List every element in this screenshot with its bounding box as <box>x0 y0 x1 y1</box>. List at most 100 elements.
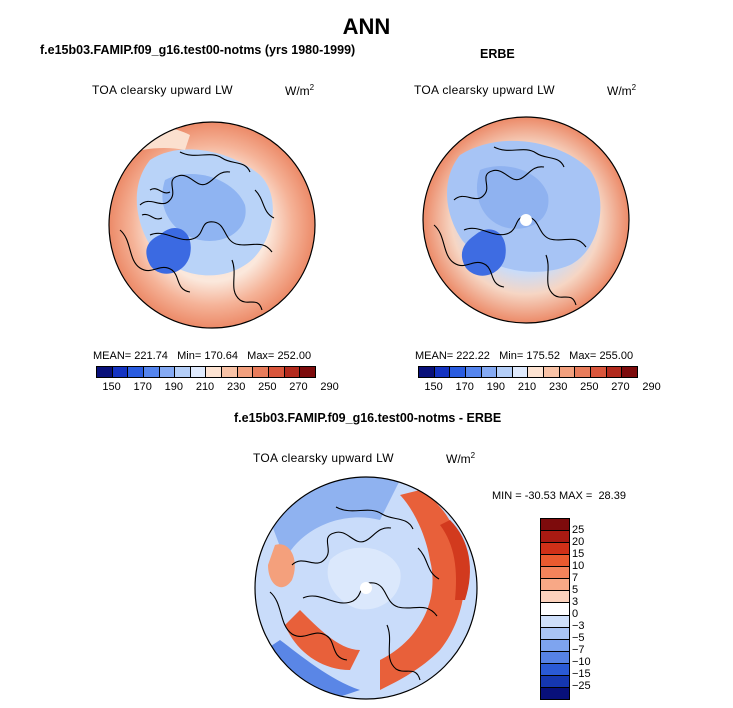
colorbar-tick-label: 20 <box>572 536 585 548</box>
colorbar-swatch <box>541 519 569 532</box>
panel1-colorbar-labels: 150 170 190 210 230 250 270 290 <box>96 381 338 395</box>
colorbar-swatch <box>128 367 144 377</box>
colorbar-tick-label: 10 <box>572 560 585 572</box>
colorbar-tick-label: −7 <box>572 644 585 656</box>
colorbar-swatch <box>419 367 435 377</box>
diff-units-label: W/m2 <box>446 451 476 466</box>
colorbar-swatch <box>559 367 576 377</box>
colorbar-swatch <box>528 367 545 377</box>
colorbar-tick-label: 190 <box>164 381 184 393</box>
diff-colorbar <box>540 518 570 700</box>
colorbar-tick-label: 150 <box>424 381 443 393</box>
colorbar-swatch <box>541 603 569 616</box>
diff-pole-hole <box>360 582 372 594</box>
colorbar-swatch <box>465 367 482 377</box>
panel1-stats: MEAN= 221.74 Min= 170.64 Max= 252.00 <box>93 350 312 362</box>
colorbar-tick-label: 270 <box>611 381 630 393</box>
panel1-map-border <box>108 121 316 329</box>
panel2-pole-hole <box>520 214 532 226</box>
colorbar-swatch <box>450 367 466 377</box>
colorbar-tick-label: 190 <box>486 381 506 393</box>
colorbar-swatch <box>300 367 315 377</box>
colorbar-swatch <box>143 367 160 377</box>
colorbar-swatch <box>159 367 176 377</box>
colorbar-swatch <box>253 367 270 377</box>
colorbar-swatch <box>541 543 569 556</box>
colorbar-swatch <box>541 675 569 688</box>
colorbar-swatch <box>541 639 569 652</box>
colorbar-tick-label: 250 <box>258 381 277 393</box>
panel1-case-title: f.e15b03.FAMIP.f09_g16.test00-notms (yrs… <box>40 43 356 57</box>
colorbar-tick-label: 290 <box>642 381 661 393</box>
colorbar-tick-label: 210 <box>195 381 215 393</box>
colorbar-swatch <box>284 367 301 377</box>
colorbar-tick-label: 5 <box>572 584 579 596</box>
diff-case-title: f.e15b03.FAMIP.f09_g16.test00-notms - ER… <box>234 411 502 425</box>
main-title: ANN <box>342 14 391 39</box>
colorbar-tick-label: 0 <box>572 608 579 620</box>
colorbar-swatch <box>541 651 569 664</box>
colorbar-swatch <box>206 367 223 377</box>
colorbar-tick-label: 15 <box>572 548 585 560</box>
panel2-stats: MEAN= 222.22 Min= 175.52 Max= 255.00 <box>415 350 634 362</box>
colorbar-tick-label: 150 <box>102 381 121 393</box>
panel2-case-title: ERBE <box>480 47 515 61</box>
colorbar-swatch <box>269 367 285 377</box>
panel1-units-label: W/m2 <box>285 83 315 98</box>
colorbar-swatch <box>541 663 569 676</box>
panel2-colorbar-labels: 150 170 190 210 230 250 270 290 <box>418 381 660 395</box>
colorbar-swatch <box>541 627 569 640</box>
colorbar-tick-label: 250 <box>580 381 599 393</box>
colorbar-swatch <box>541 615 569 628</box>
panel1-coastlines <box>119 151 275 311</box>
panel2-units-label: W/m2 <box>607 83 637 98</box>
colorbar-swatch <box>541 687 569 699</box>
diff-coastlines <box>269 506 440 681</box>
colorbar-swatch <box>591 367 607 377</box>
colorbar-tick-label: 170 <box>455 381 474 393</box>
panel1-field-label: TOA clearsky upward LW <box>92 83 233 97</box>
panel2-colorbar <box>418 366 638 378</box>
colorbar-tick-label: 3 <box>572 596 579 608</box>
colorbar-swatch <box>481 367 498 377</box>
colorbar-tick-label: −5 <box>572 632 585 644</box>
colorbar-swatch <box>190 367 207 377</box>
colorbar-swatch <box>512 367 529 377</box>
colorbar-tick-label: 230 <box>548 381 568 393</box>
colorbar-tick-label: 290 <box>320 381 339 393</box>
panel1-field-fill <box>109 122 315 328</box>
colorbar-swatch <box>541 567 569 580</box>
colorbar-swatch <box>222 367 238 377</box>
colorbar-swatch <box>237 367 254 377</box>
panel2-map-border <box>422 116 630 324</box>
colorbar-swatch <box>622 367 637 377</box>
colorbar-swatch <box>497 367 513 377</box>
colorbar-swatch <box>575 367 592 377</box>
colorbar-swatch <box>541 555 569 568</box>
colorbar-swatch <box>97 367 113 377</box>
colorbar-swatch <box>541 531 569 544</box>
diff-colorbar-labels: 25 20 15 10 7 5 3 0 −3 −5 −7 −10 −15 −25 <box>572 518 612 698</box>
colorbar-tick-label: 7 <box>572 572 579 584</box>
colorbar-tick-label: −15 <box>572 668 591 680</box>
colorbar-swatch <box>541 591 569 604</box>
colorbar-tick-label: −25 <box>572 680 591 692</box>
panel1-colorbar <box>96 366 316 378</box>
colorbar-tick-label: −3 <box>572 620 585 632</box>
colorbar-tick-label: 25 <box>572 524 585 536</box>
colorbar-tick-label: 170 <box>133 381 152 393</box>
colorbar-swatch <box>434 367 451 377</box>
colorbar-tick-label: 270 <box>289 381 308 393</box>
colorbar-swatch <box>175 367 191 377</box>
colorbar-tick-label: 230 <box>226 381 246 393</box>
diff-field-label: TOA clearsky upward LW <box>253 451 394 465</box>
colorbar-swatch <box>606 367 623 377</box>
colorbar-swatch <box>541 579 569 592</box>
panel2-field-label: TOA clearsky upward LW <box>414 83 555 97</box>
diff-stats: MIN = -30.53 MAX = 28.39 <box>492 490 626 502</box>
colorbar-tick-label: −10 <box>572 656 591 668</box>
colorbar-swatch <box>544 367 560 377</box>
